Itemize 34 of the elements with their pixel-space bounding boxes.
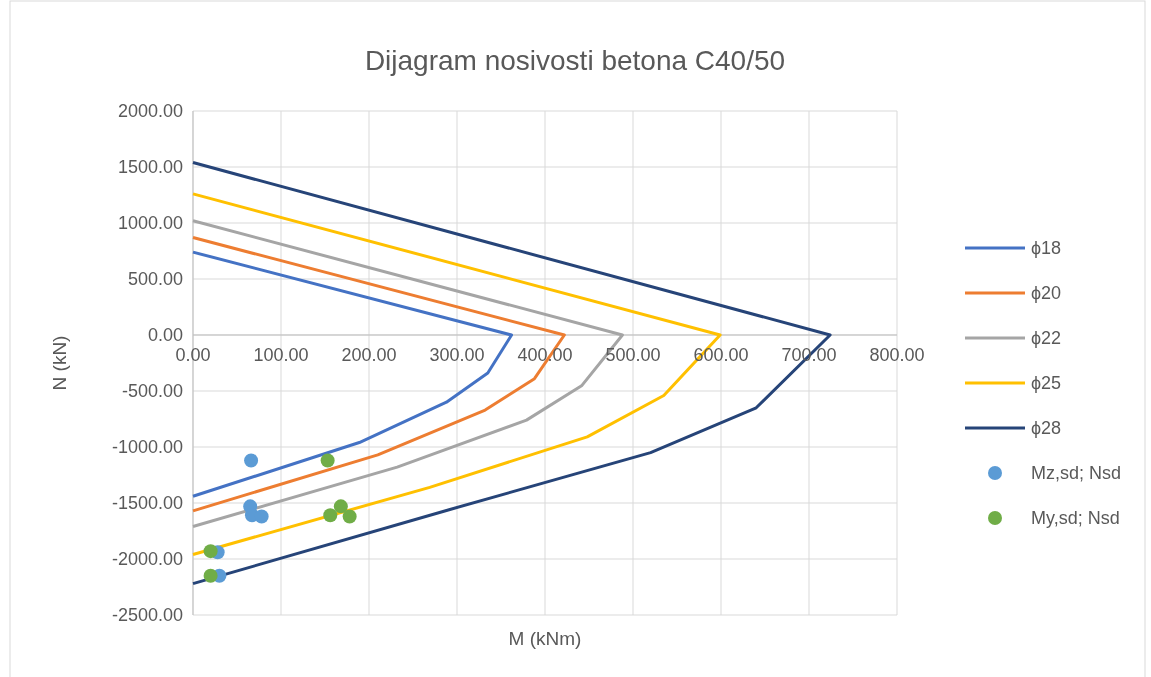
legend-label: ϕ28 <box>1031 418 1062 438</box>
y-tick-label: -2500.00 <box>111 605 183 625</box>
point <box>244 453 259 468</box>
point <box>203 568 218 583</box>
y-axis-title: N (kN) <box>49 335 70 391</box>
point <box>342 509 357 524</box>
x-tick-label: 800.00 <box>869 345 925 365</box>
legend-label: ϕ25 <box>1031 373 1062 393</box>
legend-label: ϕ20 <box>1031 283 1062 303</box>
legend-label: ϕ22 <box>1031 328 1062 348</box>
y-tick-label: -1000.00 <box>111 437 183 457</box>
x-axis-title: M (kNm) <box>508 628 582 649</box>
legend-label: Mz,sd; Nsd <box>1031 463 1122 483</box>
x-tick-label: 500.00 <box>605 345 661 365</box>
y-tick-label: -2000.00 <box>111 549 183 569</box>
point <box>203 544 218 559</box>
legend-label: My,sd; Nsd <box>1031 508 1120 528</box>
point <box>320 453 335 468</box>
point <box>333 499 348 514</box>
y-tick-label: 2000.00 <box>117 101 183 121</box>
x-tick-label: 300.00 <box>429 345 485 365</box>
y-tick-label: -500.00 <box>121 381 183 401</box>
y-tick-label: 500.00 <box>127 269 183 289</box>
x-tick-label: 200.00 <box>341 345 397 365</box>
x-tick-label: 0.00 <box>175 345 211 365</box>
y-tick-label: 0.00 <box>147 325 183 345</box>
y-tick-label: -1500.00 <box>111 493 183 513</box>
point <box>323 508 338 523</box>
y-tick-label: 1500.00 <box>117 157 183 177</box>
chart-title: Dijagram nosivosti betona C40/50 <box>364 45 786 76</box>
y-tick-label: 1000.00 <box>117 213 183 233</box>
x-tick-label: 100.00 <box>253 345 309 365</box>
point <box>254 509 269 524</box>
legend-label: ϕ18 <box>1031 238 1062 258</box>
